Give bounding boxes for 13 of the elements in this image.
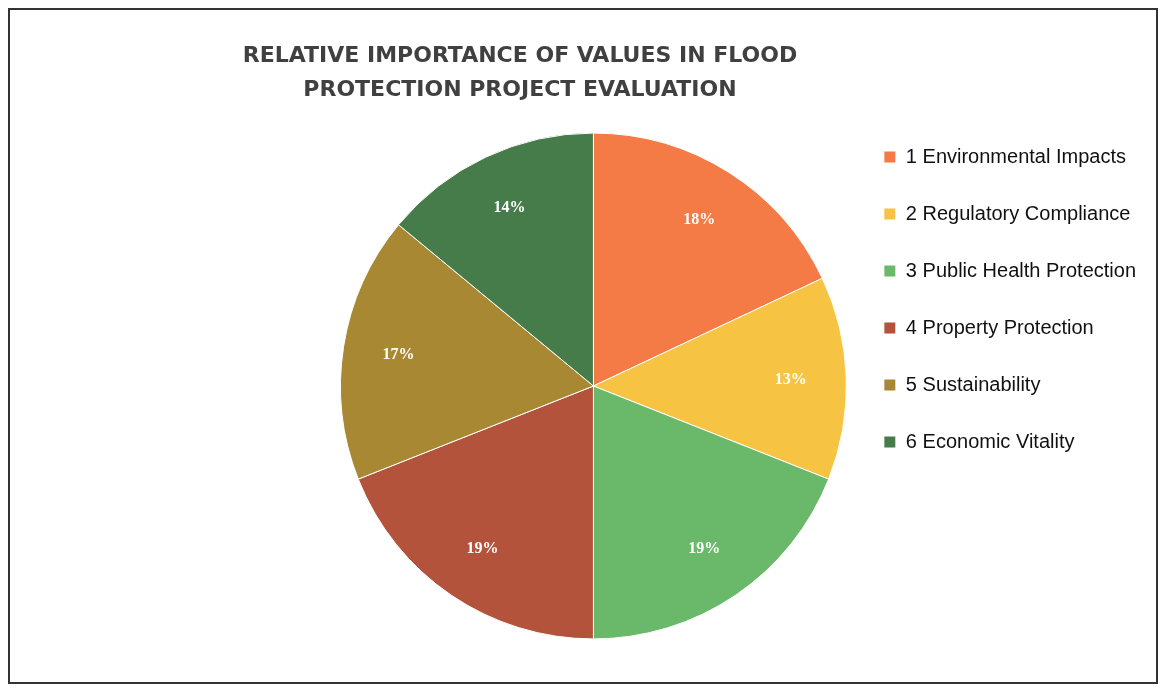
legend-label: 1 Environmental Impacts [905,144,1126,167]
data-label: 13% [774,369,807,387]
data-label: 19% [466,539,499,557]
chart-title: RELATIVE IMPORTANCE OF VALUES IN FLOOD PROTECTION PROJECT EVALUATION [241,41,799,103]
data-label: 14% [493,197,526,215]
legend-label: 6 Economic Vitality [905,429,1075,452]
data-label: 19% [688,539,721,557]
legend-label: 5 Sustainability [905,372,1041,395]
legend-label: 3 Public Health Protection [905,258,1137,281]
legend-label: 4 Property Protection [905,315,1094,338]
data-label: 17% [382,345,415,363]
data-label: 18% [683,209,716,227]
legend-label: 2 Regulatory Compliance [905,201,1131,224]
